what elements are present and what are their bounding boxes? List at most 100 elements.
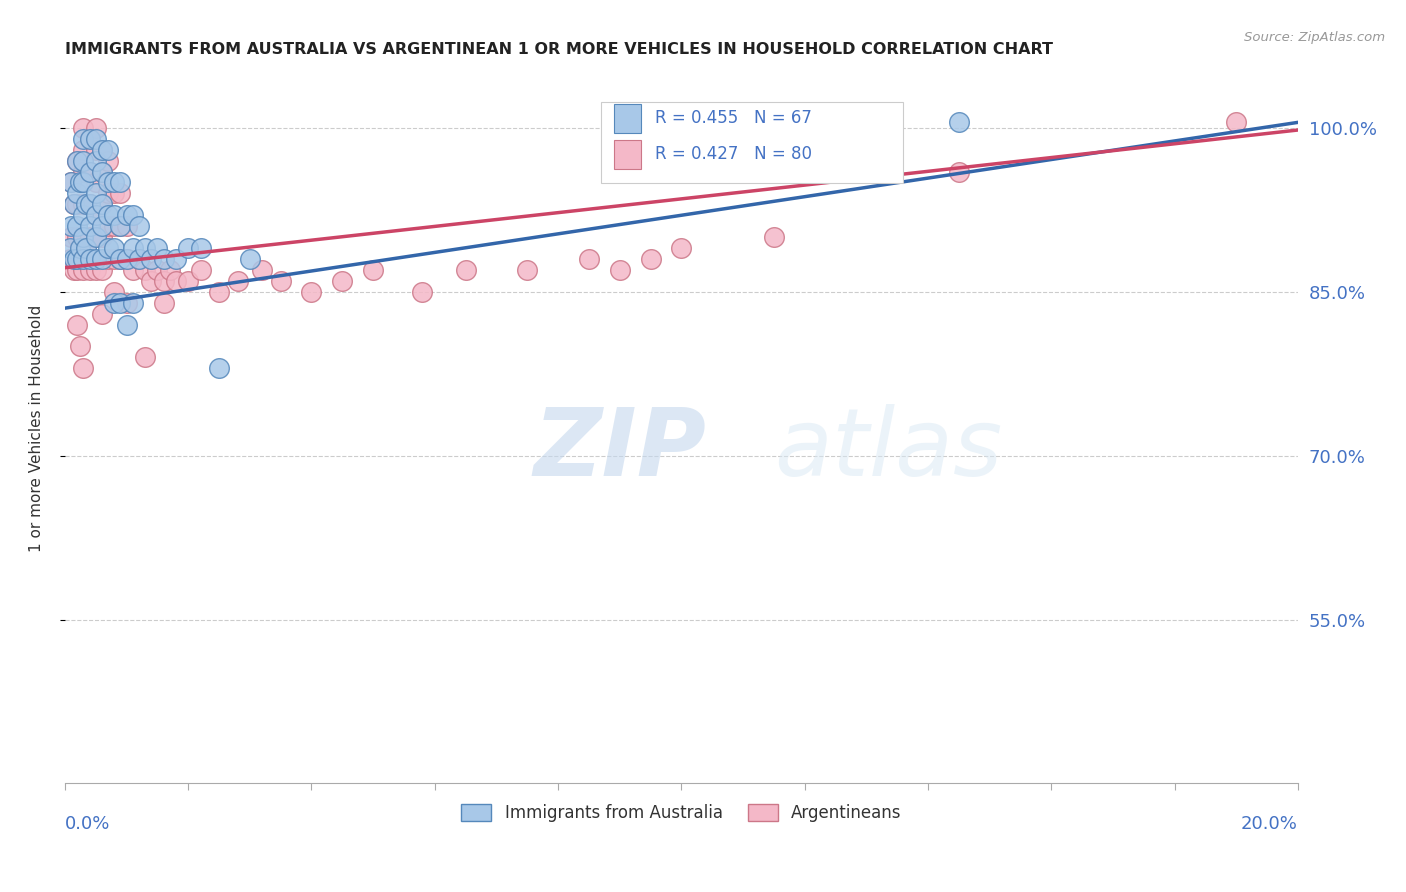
- Point: [121, 295, 143, 310]
- Point: [134, 263, 156, 277]
- Point: [115, 208, 138, 222]
- Point: [84, 252, 107, 266]
- Point: [84, 186, 107, 201]
- Point: [97, 252, 120, 266]
- Point: [250, 263, 273, 277]
- Point: [97, 208, 120, 222]
- Point: [76, 241, 98, 255]
- Point: [84, 120, 107, 135]
- Point: [72, 263, 94, 277]
- Point: [411, 285, 433, 299]
- Point: [90, 143, 112, 157]
- Point: [128, 252, 150, 266]
- Point: [103, 241, 125, 255]
- Point: [110, 295, 132, 310]
- FancyBboxPatch shape: [613, 140, 641, 169]
- Point: [84, 143, 107, 157]
- Point: [115, 295, 138, 310]
- Text: R = 0.455   N = 67: R = 0.455 N = 67: [655, 110, 813, 128]
- Point: [270, 274, 292, 288]
- Point: [66, 252, 89, 266]
- Point: [79, 132, 101, 146]
- Point: [110, 219, 132, 234]
- Point: [69, 241, 91, 255]
- Point: [84, 208, 107, 222]
- Point: [141, 252, 163, 266]
- Point: [177, 274, 200, 288]
- Point: [578, 252, 600, 266]
- Point: [66, 197, 89, 211]
- Point: [79, 164, 101, 178]
- Point: [72, 230, 94, 244]
- Point: [159, 263, 181, 277]
- Point: [72, 361, 94, 376]
- Point: [66, 219, 89, 234]
- Point: [97, 241, 120, 255]
- Point: [84, 132, 107, 146]
- Point: [60, 176, 83, 190]
- Point: [121, 208, 143, 222]
- Point: [134, 351, 156, 365]
- Point: [103, 176, 125, 190]
- Point: [79, 197, 101, 211]
- Point: [301, 285, 323, 299]
- Point: [115, 252, 138, 266]
- Point: [115, 318, 138, 332]
- Point: [239, 252, 262, 266]
- Point: [72, 120, 94, 135]
- Point: [110, 186, 132, 201]
- Point: [640, 148, 662, 162]
- Point: [72, 164, 94, 178]
- Point: [226, 274, 249, 288]
- Text: 0.0%: 0.0%: [65, 815, 110, 833]
- Point: [79, 164, 101, 178]
- Point: [146, 263, 169, 277]
- Point: [66, 263, 89, 277]
- Point: [103, 295, 125, 310]
- Point: [97, 176, 120, 190]
- Point: [103, 285, 125, 299]
- FancyBboxPatch shape: [613, 104, 641, 133]
- Point: [103, 186, 125, 201]
- Point: [66, 186, 89, 201]
- Point: [63, 197, 86, 211]
- Point: [121, 241, 143, 255]
- Point: [516, 263, 538, 277]
- Point: [103, 252, 125, 266]
- Point: [90, 252, 112, 266]
- Point: [609, 263, 631, 277]
- Point: [79, 132, 101, 146]
- Point: [72, 132, 94, 146]
- Point: [115, 219, 138, 234]
- Point: [103, 208, 125, 222]
- Point: [72, 197, 94, 211]
- Point: [208, 361, 231, 376]
- Point: [152, 295, 174, 310]
- Point: [208, 285, 231, 299]
- Point: [97, 143, 120, 157]
- Point: [90, 164, 112, 178]
- Point: [76, 241, 98, 255]
- Point: [66, 318, 89, 332]
- Point: [72, 230, 94, 244]
- Point: [72, 208, 94, 222]
- Text: IMMIGRANTS FROM AUSTRALIA VS ARGENTINEAN 1 OR MORE VEHICLES IN HOUSEHOLD CORRELA: IMMIGRANTS FROM AUSTRALIA VS ARGENTINEAN…: [65, 42, 1053, 57]
- Point: [66, 153, 89, 168]
- Text: atlas: atlas: [773, 404, 1002, 495]
- Point: [110, 252, 132, 266]
- Point: [63, 197, 86, 211]
- Point: [97, 219, 120, 234]
- Point: [90, 263, 112, 277]
- Point: [97, 186, 120, 201]
- Point: [90, 143, 112, 157]
- Point: [79, 230, 101, 244]
- Text: ZIP: ZIP: [533, 404, 706, 496]
- Point: [90, 197, 112, 211]
- Point: [76, 197, 98, 211]
- Point: [72, 143, 94, 157]
- Point: [190, 241, 212, 255]
- Point: [90, 307, 112, 321]
- Point: [79, 197, 101, 211]
- Point: [79, 219, 101, 234]
- Point: [762, 148, 785, 162]
